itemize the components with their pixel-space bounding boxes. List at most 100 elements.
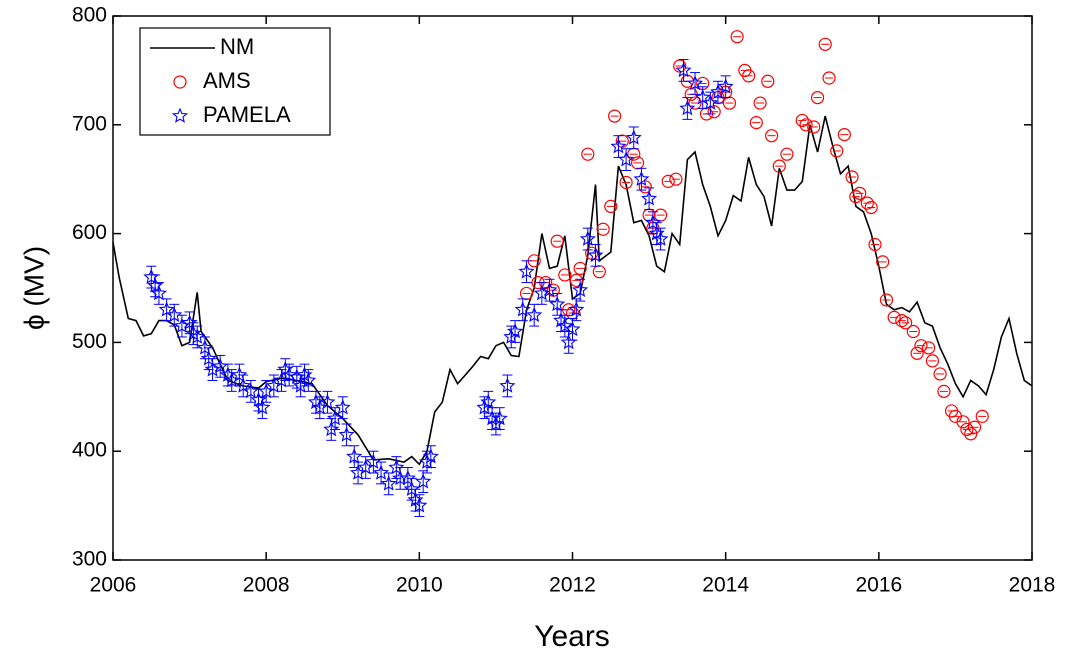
ams-marker — [604, 199, 618, 213]
pamela-marker — [507, 323, 524, 339]
ams-point — [722, 96, 737, 110]
ams-point — [910, 346, 924, 360]
pamela-marker — [196, 339, 213, 355]
pamela-marker — [526, 306, 543, 323]
pamela-marker — [514, 301, 531, 317]
ams-marker — [753, 96, 767, 110]
ams-point — [822, 71, 836, 85]
ams-marker — [688, 96, 702, 110]
ams-marker — [799, 118, 813, 132]
ams-point — [550, 234, 564, 248]
ams-marker — [722, 96, 737, 110]
ams-point — [937, 384, 951, 398]
ams-marker — [922, 341, 936, 355]
pamela-marker — [564, 320, 581, 337]
pamela-marker — [618, 151, 635, 167]
ams-point — [596, 222, 610, 236]
ams-point — [906, 324, 920, 339]
ams-marker — [742, 69, 756, 83]
ams-marker — [749, 116, 763, 130]
pamela-marker — [541, 281, 558, 297]
pamela-marker — [418, 453, 435, 469]
pamela-marker — [687, 75, 704, 91]
pamela-marker — [338, 426, 355, 442]
ams-point — [661, 174, 675, 188]
ams-point — [592, 265, 606, 279]
pamela-marker — [334, 399, 351, 415]
y-axis-label: ϕ (MV) — [18, 246, 49, 330]
ams-marker — [765, 129, 779, 143]
x-tick-label: 2010 — [396, 574, 443, 597]
x-tick-label: 2016 — [855, 574, 902, 597]
ams-marker — [573, 261, 587, 276]
ams-marker — [619, 175, 633, 190]
ams-marker — [596, 222, 610, 236]
x-tick-label: 2008 — [243, 574, 290, 597]
ams-point — [975, 409, 989, 423]
ams-point — [807, 120, 821, 134]
ams-marker — [933, 367, 947, 381]
ams-point — [810, 90, 825, 105]
ams-point — [914, 339, 928, 353]
ams-marker — [868, 237, 882, 252]
y-tick-label: 300 — [72, 548, 107, 571]
ams-point — [519, 286, 534, 301]
x-tick-label: 2006 — [90, 574, 137, 597]
ams-point — [933, 367, 947, 381]
ams-marker — [967, 420, 982, 434]
ams-marker — [964, 427, 978, 441]
y-tick-label: 700 — [72, 112, 107, 135]
ams-point — [868, 237, 882, 252]
pamela-marker — [147, 277, 164, 293]
ams-point — [899, 316, 913, 330]
pamela-marker — [568, 301, 585, 317]
pamela-marker — [710, 83, 727, 99]
pamela-marker — [610, 138, 627, 154]
ams-point — [853, 186, 867, 200]
legend-label: NM — [220, 34, 254, 59]
ams-point — [780, 147, 794, 161]
ams-point — [688, 96, 702, 110]
ams-point — [830, 144, 844, 158]
ams-marker — [830, 144, 844, 158]
pamela-marker — [300, 372, 317, 388]
ams-marker — [853, 186, 867, 200]
ams-marker — [608, 109, 622, 123]
pamela-marker — [641, 190, 658, 206]
ams-marker — [638, 180, 652, 194]
legend-label: AMS — [203, 68, 251, 93]
y-tick-label: 500 — [72, 330, 107, 353]
ams-marker — [887, 310, 901, 324]
ams-point — [772, 159, 786, 173]
pamela-marker — [549, 295, 566, 312]
ams-point — [730, 30, 744, 44]
pamela-marker — [373, 464, 390, 480]
ams-point — [604, 199, 618, 213]
pamela-marker — [357, 459, 374, 475]
pamela-marker — [265, 377, 282, 393]
ams-point — [864, 200, 878, 215]
pamela-marker — [579, 230, 596, 246]
pamela-marker — [388, 459, 405, 475]
ams-point — [753, 96, 767, 110]
pamela-marker — [327, 410, 344, 426]
ams-point — [573, 261, 587, 276]
x-tick-label: 2018 — [1009, 574, 1056, 597]
ams-marker — [810, 90, 825, 105]
ams-marker — [795, 113, 809, 128]
ams-marker — [837, 127, 851, 142]
x-axis-label: Years — [534, 620, 610, 653]
ams-point — [837, 127, 851, 142]
pamela-marker — [200, 350, 217, 366]
pamela-marker — [319, 393, 336, 410]
pamela-marker — [158, 301, 175, 317]
ams-point — [887, 310, 901, 324]
ams-marker — [550, 234, 564, 248]
ams-marker — [630, 156, 645, 170]
legend-box — [139, 27, 331, 136]
pamela-marker — [292, 377, 309, 393]
ams-marker — [592, 265, 606, 279]
ams-point — [956, 415, 970, 429]
pamela-marker — [231, 366, 248, 382]
